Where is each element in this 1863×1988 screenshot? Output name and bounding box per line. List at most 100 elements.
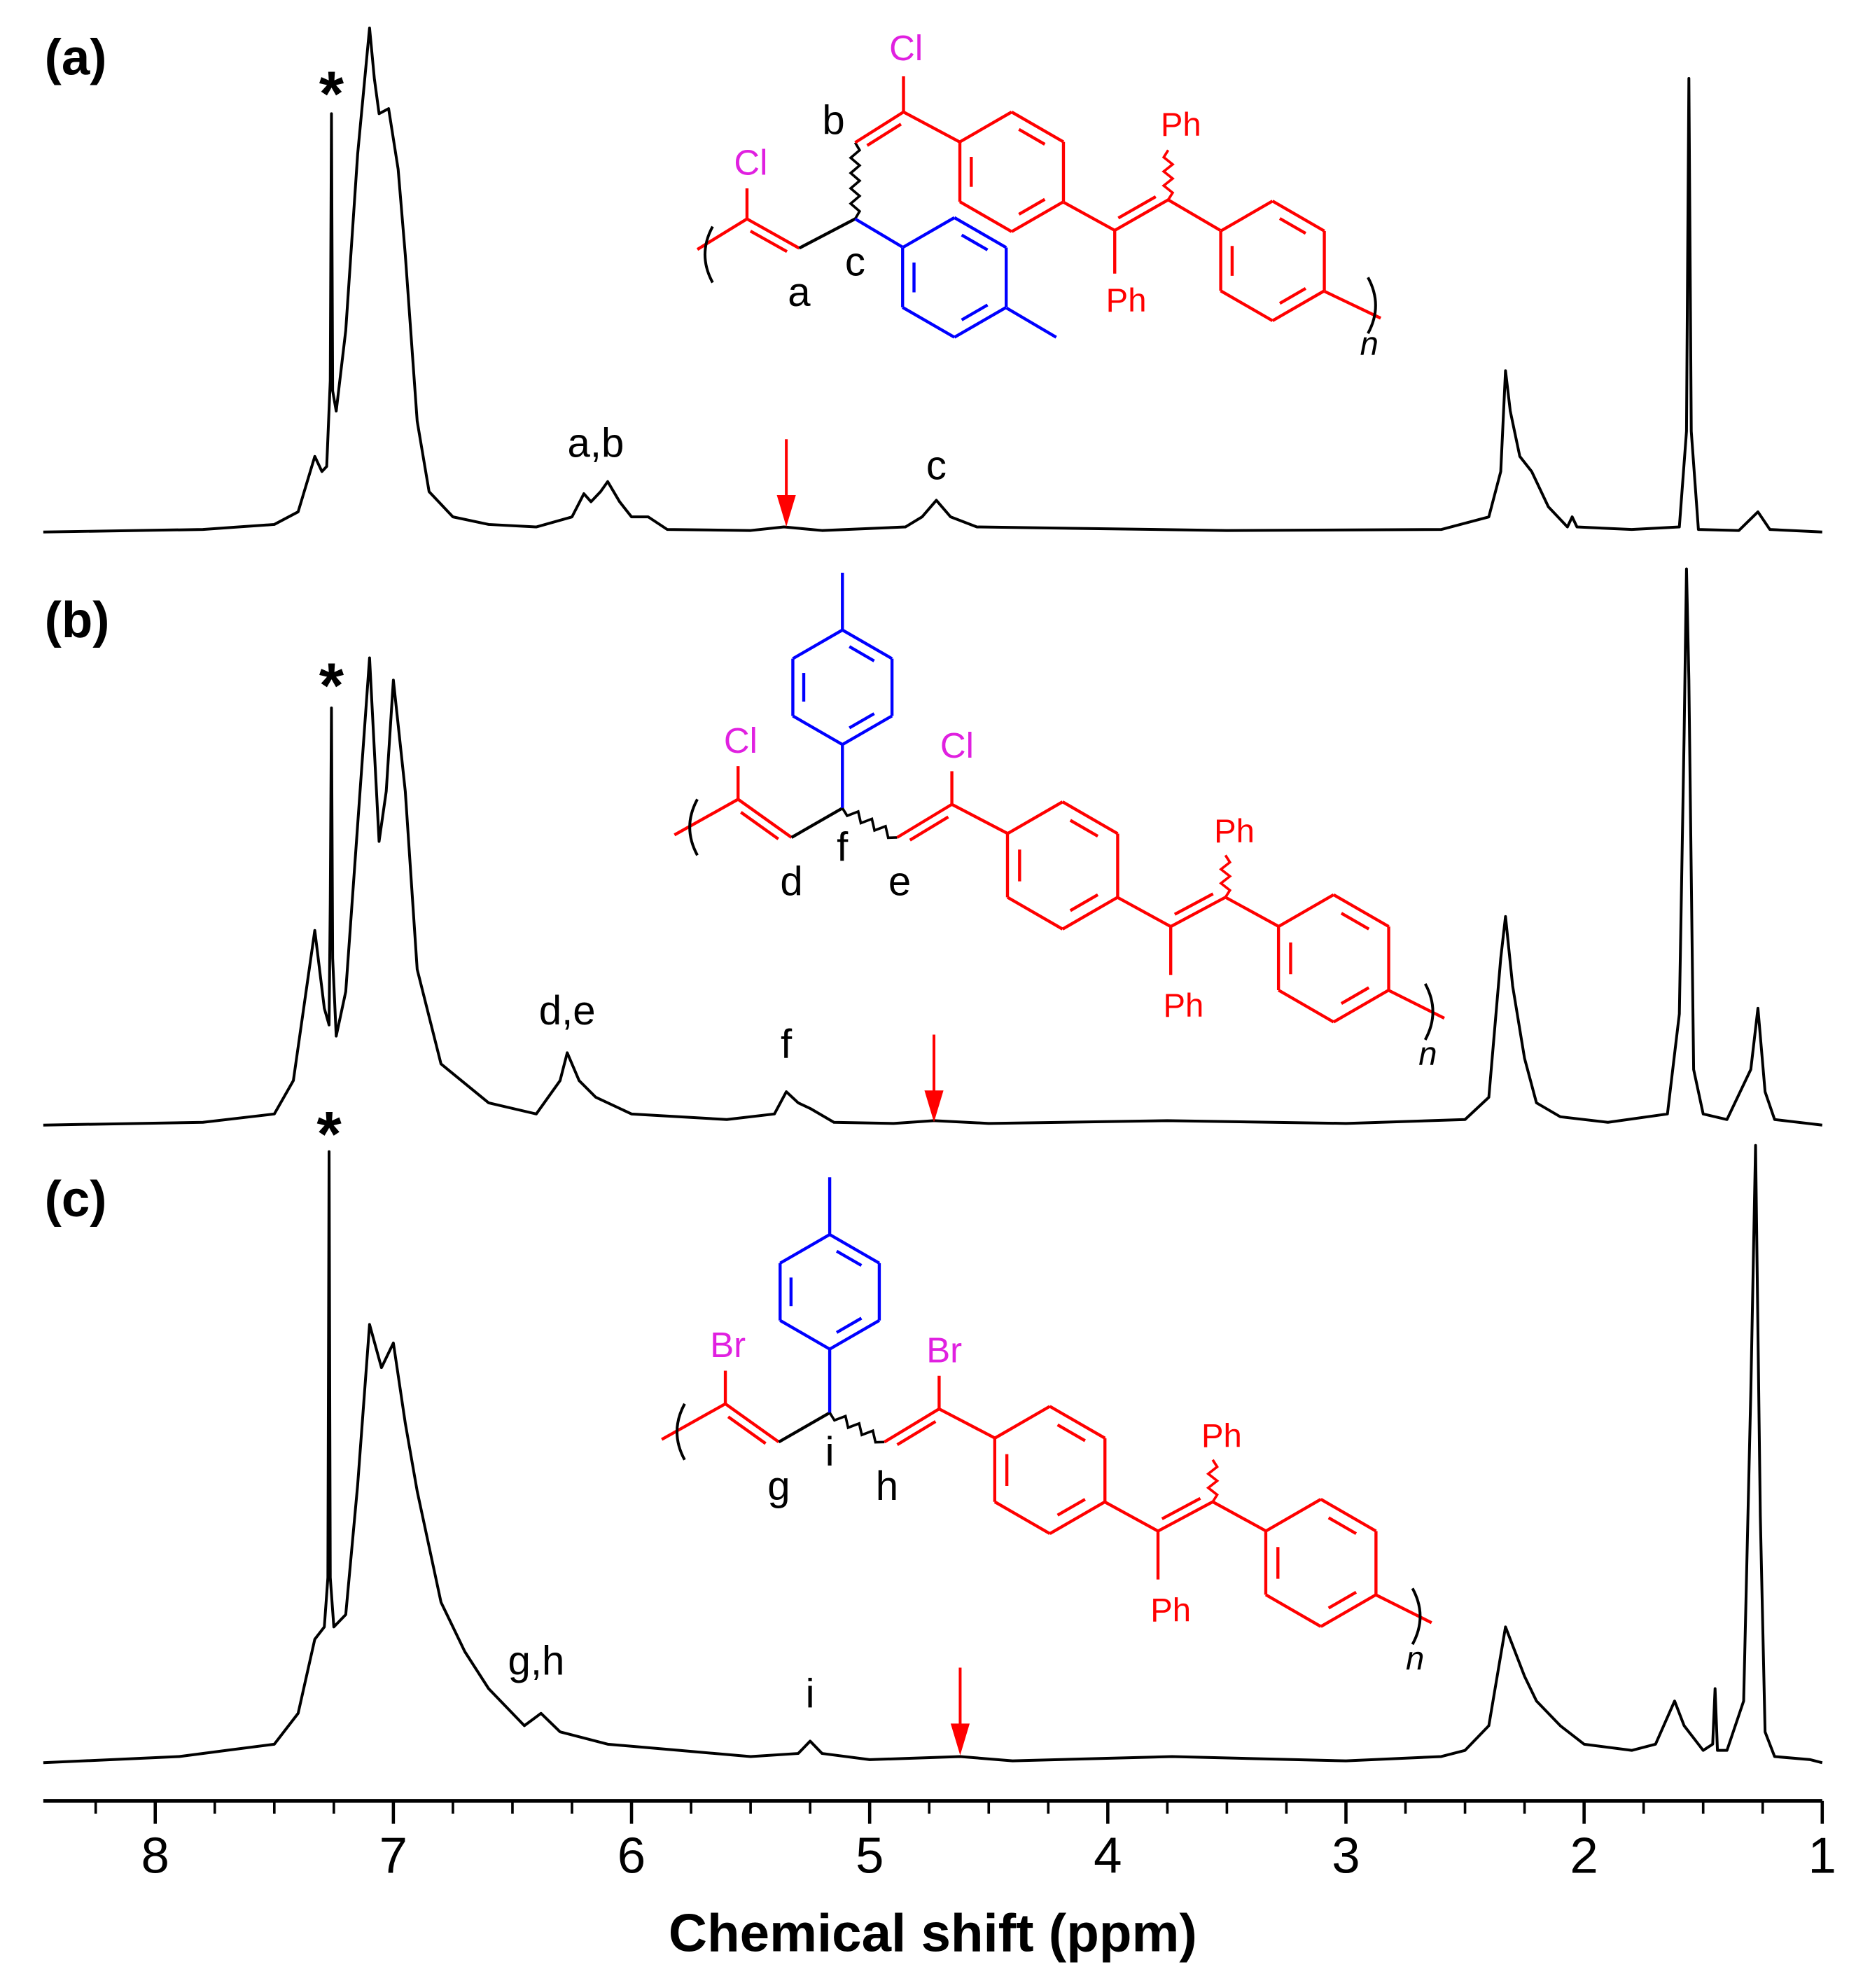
bond bbox=[1332, 989, 1390, 1024]
bond bbox=[849, 712, 875, 730]
structure-label: Ph bbox=[1214, 813, 1255, 850]
x-tick-label: 7 bbox=[379, 1828, 407, 1884]
bond bbox=[674, 798, 739, 837]
structure-label: f bbox=[837, 824, 849, 870]
structure-label: n bbox=[1360, 326, 1379, 363]
bracket bbox=[1367, 277, 1377, 335]
bond bbox=[902, 306, 956, 339]
bond bbox=[1049, 1405, 1106, 1440]
bond bbox=[1167, 198, 1222, 232]
bond bbox=[1173, 892, 1214, 916]
wavy-bond bbox=[1161, 149, 1175, 201]
bond bbox=[1157, 1500, 1214, 1533]
bond bbox=[1103, 1500, 1159, 1533]
structure-label: g bbox=[767, 1464, 790, 1509]
bond bbox=[1006, 800, 1063, 835]
structure-label: a bbox=[788, 270, 811, 315]
bond bbox=[842, 714, 893, 746]
arrow bbox=[924, 1034, 944, 1122]
peak-label: i bbox=[806, 1671, 815, 1716]
panel-label: (b) bbox=[45, 592, 110, 648]
bond bbox=[740, 811, 779, 840]
bond bbox=[1006, 896, 1063, 931]
bond bbox=[835, 1316, 863, 1334]
bond bbox=[993, 1500, 1051, 1536]
bond bbox=[829, 1233, 881, 1265]
bracket bbox=[675, 1403, 686, 1461]
bond bbox=[1278, 287, 1307, 305]
x-tick-label: 4 bbox=[1094, 1828, 1122, 1884]
structure-label: n bbox=[1418, 1036, 1437, 1073]
bond bbox=[1264, 1498, 1322, 1533]
peak-label: g,h bbox=[508, 1639, 565, 1684]
structure-label: Ph bbox=[1106, 282, 1147, 319]
bond bbox=[1114, 198, 1169, 232]
structure-label: Cl bbox=[734, 143, 767, 183]
bond bbox=[1374, 1593, 1432, 1625]
bond bbox=[1069, 893, 1099, 912]
bond bbox=[993, 1405, 1051, 1440]
peak-label: * bbox=[319, 651, 344, 721]
bond bbox=[1220, 200, 1274, 232]
bond bbox=[961, 303, 989, 321]
wavy-bond bbox=[1206, 1459, 1220, 1503]
bond bbox=[849, 645, 875, 662]
bond bbox=[1117, 195, 1157, 220]
x-tick-label: 2 bbox=[1570, 1828, 1598, 1884]
bond bbox=[1271, 289, 1325, 322]
spectrum bbox=[43, 567, 1823, 1127]
bond bbox=[778, 1411, 831, 1444]
bond bbox=[854, 217, 903, 249]
bond bbox=[1061, 800, 1119, 835]
bracket bbox=[1411, 1587, 1422, 1646]
peak-label: c bbox=[926, 443, 947, 488]
bond bbox=[661, 1402, 727, 1441]
x-axis-title: Chemical shift (ppm) bbox=[669, 1903, 1197, 1963]
bond bbox=[1061, 896, 1119, 931]
structure-label: h bbox=[876, 1464, 898, 1509]
bond bbox=[1063, 201, 1116, 232]
bond bbox=[954, 306, 1007, 339]
bond bbox=[1010, 111, 1065, 144]
peak-label: d,e bbox=[539, 988, 596, 1034]
bond bbox=[1340, 912, 1370, 931]
structure-label: Br bbox=[926, 1330, 962, 1370]
peak-label: a,b bbox=[568, 421, 625, 466]
structure-label: b bbox=[822, 98, 844, 144]
bond bbox=[779, 1233, 831, 1265]
bond bbox=[1069, 819, 1099, 837]
bond bbox=[1056, 1423, 1086, 1443]
bond bbox=[854, 111, 905, 144]
bracket bbox=[703, 225, 714, 284]
bond bbox=[958, 200, 1013, 233]
bracket bbox=[1423, 983, 1435, 1041]
bond bbox=[1010, 200, 1065, 233]
x-tick-label: 8 bbox=[141, 1828, 169, 1884]
bond bbox=[1220, 289, 1274, 322]
bond bbox=[746, 217, 800, 250]
structure-label: Ph bbox=[1201, 1417, 1242, 1454]
bond bbox=[749, 230, 788, 253]
bond bbox=[951, 802, 1009, 835]
bond bbox=[1278, 217, 1307, 235]
structure-label: i bbox=[825, 1429, 835, 1475]
bond bbox=[1324, 290, 1382, 320]
peak-label: f bbox=[781, 1022, 793, 1067]
bond bbox=[938, 1407, 996, 1440]
arrow bbox=[776, 439, 796, 527]
wavy-bond bbox=[849, 141, 862, 220]
bond bbox=[737, 798, 793, 839]
bond bbox=[902, 216, 956, 249]
bond bbox=[1278, 989, 1334, 1024]
bond bbox=[896, 802, 953, 839]
bond bbox=[1161, 1496, 1201, 1520]
panel-label: (c) bbox=[45, 1171, 107, 1228]
bond bbox=[727, 1415, 767, 1445]
bond bbox=[902, 111, 962, 144]
bond bbox=[1212, 1500, 1267, 1533]
x-tick-label: 5 bbox=[856, 1828, 884, 1884]
bond bbox=[1018, 197, 1046, 216]
bond bbox=[1116, 896, 1172, 929]
